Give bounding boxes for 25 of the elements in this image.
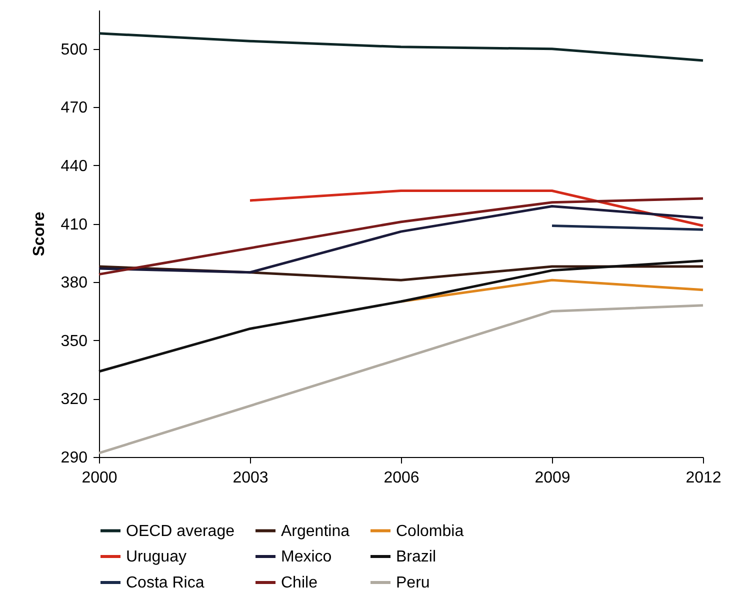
y-tick-label: 350 [60, 332, 88, 350]
y-tick-label: 380 [60, 274, 88, 292]
legend-label: Costa Rica [126, 574, 204, 592]
x-tick-label: 2009 [534, 470, 570, 486]
legend-label: Colombia [396, 522, 464, 540]
legend-label: Brazil [396, 548, 436, 566]
legend-label: Chile [281, 574, 318, 592]
y-tick-label: 290 [60, 450, 88, 466]
y-tick-label: 440 [60, 158, 88, 175]
legend-label: Mexico [281, 548, 332, 566]
line-series [98, 32, 704, 62]
line-series [98, 259, 704, 373]
y-tick-label: 410 [60, 216, 88, 234]
x-tick-label: 2006 [384, 470, 420, 486]
x-tick-label: 2012 [686, 470, 722, 486]
legend-label: Uruguay [126, 548, 186, 566]
y-tick-label: 470 [60, 100, 88, 117]
y-axis-title: Score [30, 212, 48, 256]
legend-label: Argentina [281, 522, 350, 540]
y-tick-label: 500 [60, 41, 88, 58]
y-tick-label: 320 [60, 391, 88, 408]
x-tick-label: 2003 [232, 470, 268, 486]
x-tick-label: 2000 [82, 470, 118, 486]
legend-label: OECD average [126, 522, 235, 540]
legend-label: Peru [396, 574, 430, 592]
